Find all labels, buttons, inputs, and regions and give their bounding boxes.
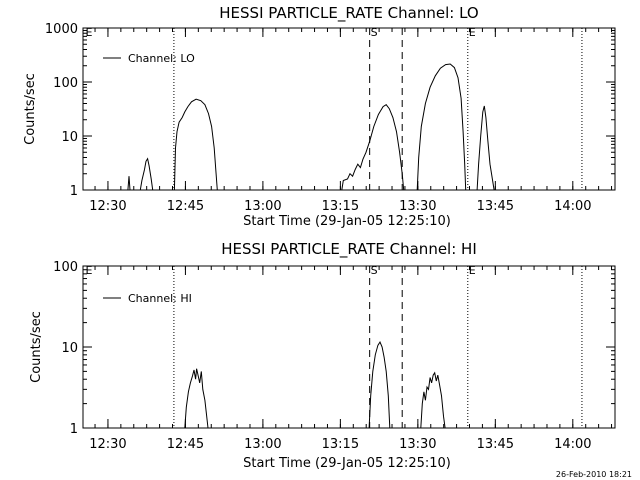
legend-entry: Channel: LO [128,52,195,65]
chart-panel-lo: HESSI PARTICLE_RATE Channel: LO Counts/s… [23,4,616,229]
marker-label: E [86,26,93,39]
series-line [420,371,446,429]
legend-entry: Channel: HI [128,292,192,305]
series-line [476,105,495,191]
x-tick-label: 12:45 [167,199,204,214]
marker-label: E [469,264,476,277]
chart-title: HESSI PARTICLE_RATE Channel: HI [221,240,477,259]
y-tick-label: 100 [53,260,78,275]
x-tick-label: 14:00 [554,199,591,214]
marker-group: S EE [86,26,583,190]
marker-label: S [371,264,378,277]
x-tick-label: 13:00 [244,199,281,214]
series-group [184,341,446,429]
marker-group: S EE [86,264,583,428]
plot-frame [82,27,616,191]
x-tick-label: 13:15 [322,199,359,214]
x-axis-label: Start Time (29-Jan-05 12:25:10) [243,214,451,229]
x-tick-label: 13:45 [477,437,514,452]
marker-label: E [469,26,476,39]
y-tick-label: 1 [70,184,78,199]
x-tick-label: 13:15 [322,437,359,452]
series-line [173,98,218,191]
x-tick-label: 12:30 [89,199,126,214]
series-line [139,157,154,191]
marker-label: S [371,26,378,39]
chart-title: HESSI PARTICLE_RATE Channel: LO [219,4,478,23]
series-group [127,63,495,191]
series-line [368,341,391,429]
series-line [184,368,209,429]
series-line [416,63,467,191]
y-tick-label: 1 [70,422,78,437]
x-tick-label: 14:00 [554,437,591,452]
x-tick-label: 13:45 [477,199,514,214]
y-tick-label: 10 [61,130,78,145]
x-tick-label: 13:30 [399,199,436,214]
x-tick-label: 13:30 [399,437,436,452]
y-tick-label: 1000 [45,22,78,37]
footer-date: 26-Feb-2010 18:21 [556,470,632,479]
y-tick-label: 10 [61,341,78,356]
plot-frame [82,265,616,429]
x-tick-label: 13:00 [244,437,281,452]
marker-label: E [86,264,93,277]
y-axis-label: Counts/sec [29,311,44,383]
chart-panel-hi: HESSI PARTICLE_RATE Channel: HI Counts/s… [29,240,616,471]
y-axis-label: Counts/sec [23,73,38,145]
x-tick-label: 12:45 [167,437,204,452]
x-tick-label: 12:30 [89,437,126,452]
tick-group: 1 10 100 12:30 12:45 13:00 13:15 13:30 13:45 14:0… [53,260,615,452]
y-tick-label: 100 [53,76,78,91]
tick-group: 1 10 100 1000 12:30 12:45 13:00 13:15 13:30 13:45… [45,22,615,214]
x-axis-label: Start Time (29-Jan-05 12:25:10) [243,456,451,471]
series-line [127,176,131,191]
series-line [341,104,405,191]
